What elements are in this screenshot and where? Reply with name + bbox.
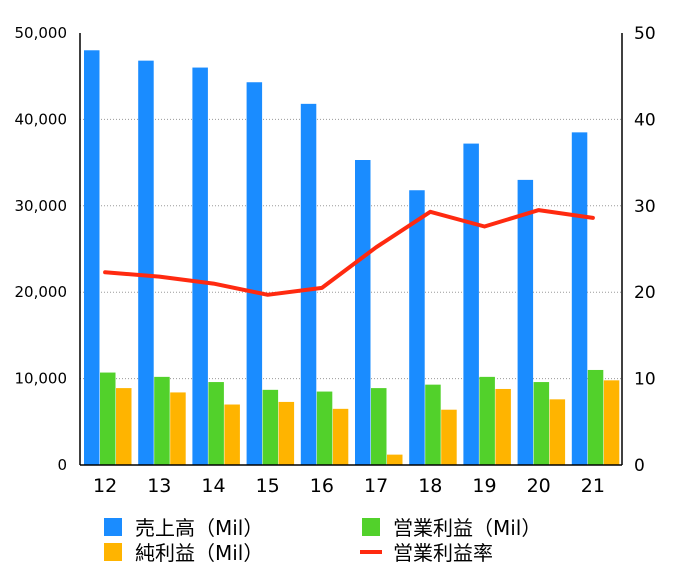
bar xyxy=(355,160,371,465)
y-tick-label: 0 xyxy=(57,456,67,474)
bar xyxy=(208,382,224,465)
legend-item: 営業利益率 xyxy=(360,541,493,565)
bar xyxy=(371,388,387,465)
legend-label: 営業利益（Mil） xyxy=(393,516,541,540)
bar xyxy=(154,376,170,465)
bar xyxy=(192,67,208,465)
legend: 売上高（Mil） 営業利益（Mil） 純利益（Mil） 営業利益率 xyxy=(104,516,541,565)
bar xyxy=(479,376,495,465)
legend-label: 純利益（Mil） xyxy=(135,541,263,565)
bar xyxy=(587,369,604,465)
x-tick-label: 16 xyxy=(310,475,334,497)
y-axis-right-ticks: 0 10 20 30 40 50 xyxy=(634,24,656,476)
bar xyxy=(387,454,403,465)
bar xyxy=(84,50,100,465)
y-tick-label: 40,000 xyxy=(15,110,68,128)
y2-tick-label: 10 xyxy=(634,370,656,390)
y-tick-label: 30,000 xyxy=(15,197,68,215)
bar xyxy=(332,408,349,465)
bar xyxy=(116,388,132,465)
legend-label: 売上高（Mil） xyxy=(135,516,263,540)
legend-item: 純利益（Mil） xyxy=(104,541,263,565)
y2-tick-label: 20 xyxy=(634,283,656,303)
x-tick-label: 20 xyxy=(527,475,551,497)
x-tick-label: 18 xyxy=(418,475,442,497)
legend-swatch xyxy=(360,550,382,554)
x-tick-label: 13 xyxy=(147,475,171,497)
ratio-line-path xyxy=(103,208,595,297)
bar xyxy=(300,103,317,466)
y-axis-left-ticks: 0 10,000 20,000 30,000 40,000 50,000 xyxy=(15,24,68,474)
y-tick-label: 10,000 xyxy=(15,370,68,388)
y2-tick-label: 30 xyxy=(634,197,656,217)
bar xyxy=(262,389,279,465)
legend-item: 売上高（Mil） xyxy=(104,516,263,540)
x-tick-label: 19 xyxy=(472,475,496,497)
bar xyxy=(246,82,263,466)
bar xyxy=(441,409,457,465)
x-tick-label: 21 xyxy=(581,475,605,497)
ratio-line xyxy=(103,208,595,297)
y-tick-label: 50,000 xyxy=(15,24,68,42)
bar xyxy=(100,372,116,465)
bar xyxy=(517,179,534,465)
bar xyxy=(571,132,588,466)
bar xyxy=(224,404,240,465)
bar xyxy=(425,384,441,465)
legend-item: 営業利益（Mil） xyxy=(362,516,541,540)
bar xyxy=(463,143,479,466)
bar xyxy=(495,388,511,465)
y2-tick-label: 40 xyxy=(634,110,656,130)
bar xyxy=(170,392,186,465)
y-tick-label: 20,000 xyxy=(15,283,68,301)
legend-swatch xyxy=(104,543,122,561)
bar xyxy=(138,60,154,465)
bar xyxy=(549,399,566,465)
bar xyxy=(278,401,295,465)
grid xyxy=(80,118,622,380)
y2-tick-label: 0 xyxy=(634,456,645,476)
bar xyxy=(603,380,620,465)
bar xyxy=(533,382,550,465)
bar xyxy=(409,190,425,466)
bar xyxy=(316,391,333,465)
x-tick-label: 17 xyxy=(364,475,388,497)
axes xyxy=(79,33,623,466)
x-tick-label: 12 xyxy=(93,475,117,497)
x-tick-label: 15 xyxy=(256,475,280,497)
y2-tick-label: 50 xyxy=(634,24,656,44)
x-tick-label: 14 xyxy=(201,475,225,497)
legend-swatch xyxy=(104,518,122,536)
bars xyxy=(84,50,620,466)
x-axis-ticks: 12 13 14 15 16 17 18 19 20 21 xyxy=(93,475,605,497)
legend-swatch xyxy=(362,518,380,536)
legend-label: 営業利益率 xyxy=(393,541,493,565)
